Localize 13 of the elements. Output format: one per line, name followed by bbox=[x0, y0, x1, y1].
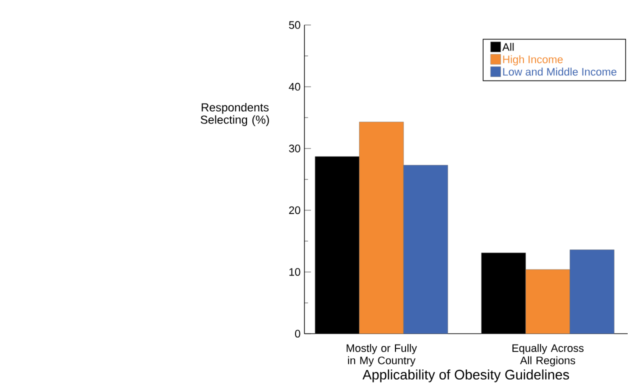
legend-label: Low and Middle Income bbox=[503, 68, 616, 76]
x-axis-title: Applicability of Obesity Guidelines bbox=[362, 370, 570, 382]
x-tick-label: Mostly or Fully in My Country bbox=[346, 344, 417, 366]
legend-label: All bbox=[502, 42, 514, 51]
y-tick-label: 40 bbox=[288, 82, 300, 91]
y-tick-label: 30 bbox=[288, 144, 300, 152]
y-tick-label: 50 bbox=[289, 21, 300, 29]
legend-label: High Income bbox=[503, 55, 563, 66]
y-tick-label: 20 bbox=[289, 206, 300, 214]
x-tick-label: Equally Across All Regions bbox=[512, 344, 584, 366]
y-axis-title: Respondents Selecting (%) bbox=[200, 103, 269, 126]
y-tick-label: 10 bbox=[289, 268, 300, 276]
y-tick-label: 0 bbox=[295, 330, 300, 338]
